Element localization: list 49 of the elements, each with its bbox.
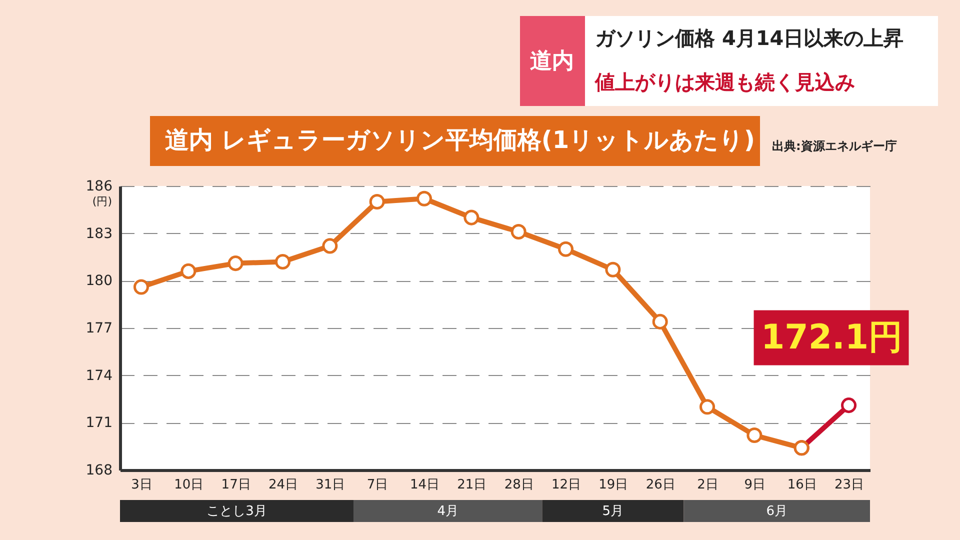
text: 5月 bbox=[602, 504, 624, 519]
y-tick-label: 168 bbox=[86, 462, 112, 478]
x-tick-label: 14日 bbox=[410, 478, 440, 492]
point bbox=[841, 398, 857, 414]
y-tick-label: 177 bbox=[86, 320, 112, 336]
x-tick-label: 19日 bbox=[598, 478, 628, 492]
x-tick-label: 7日 bbox=[366, 478, 388, 492]
x-tick-label: 23日 bbox=[834, 478, 864, 492]
chart-subtitle: ガソリン価格 4月14日以来の上昇 bbox=[595, 26, 904, 50]
y-axis-title: (円) bbox=[92, 195, 112, 208]
x-tick-label: 26日 bbox=[646, 478, 676, 492]
chart-title: 道内 レギュラーガソリン平均価格(1リットルあたり) bbox=[165, 126, 755, 154]
point bbox=[180, 263, 196, 279]
text: 6月 bbox=[766, 504, 788, 519]
point bbox=[274, 254, 291, 270]
text: 値上がりは来週も続く見込み bbox=[594, 70, 855, 94]
point bbox=[558, 241, 574, 257]
text: 道内 bbox=[530, 49, 574, 74]
x-tick-label: 2日 bbox=[697, 478, 718, 492]
point bbox=[605, 262, 621, 278]
point bbox=[746, 428, 762, 444]
point bbox=[322, 238, 338, 254]
data-label: 172.1円 bbox=[761, 317, 903, 358]
y-tick-label: 171 bbox=[86, 415, 112, 432]
point bbox=[133, 279, 149, 295]
point bbox=[699, 399, 716, 415]
x-tick-label: 21日 bbox=[457, 478, 487, 492]
source-note: 出典:資源エネルギー庁 bbox=[772, 139, 897, 153]
text: ことし3月 bbox=[206, 504, 267, 519]
text: 4月 bbox=[437, 504, 458, 519]
x-tick-label: 12日 bbox=[551, 478, 582, 492]
x-tick-label: 3日 bbox=[131, 478, 152, 492]
x-tick-label: 16日 bbox=[787, 478, 817, 492]
y-tick-label: 183 bbox=[86, 226, 112, 242]
x-tick-label: 9日 bbox=[744, 478, 766, 492]
point bbox=[510, 224, 526, 240]
point bbox=[369, 194, 385, 210]
point bbox=[416, 190, 432, 206]
x-tick-label: 31日 bbox=[316, 478, 346, 492]
y-tick-label: 180 bbox=[86, 273, 112, 290]
x-tick-label: 10日 bbox=[174, 478, 204, 492]
x-tick-label: 24日 bbox=[268, 478, 298, 492]
x-tick-label: 17日 bbox=[221, 478, 251, 492]
point bbox=[228, 256, 244, 272]
point bbox=[652, 314, 668, 330]
point bbox=[464, 210, 480, 226]
y-tick-label: 174 bbox=[86, 368, 113, 384]
x-tick-label: 28日 bbox=[504, 478, 534, 492]
y-tick-label: 186 bbox=[86, 178, 113, 194]
